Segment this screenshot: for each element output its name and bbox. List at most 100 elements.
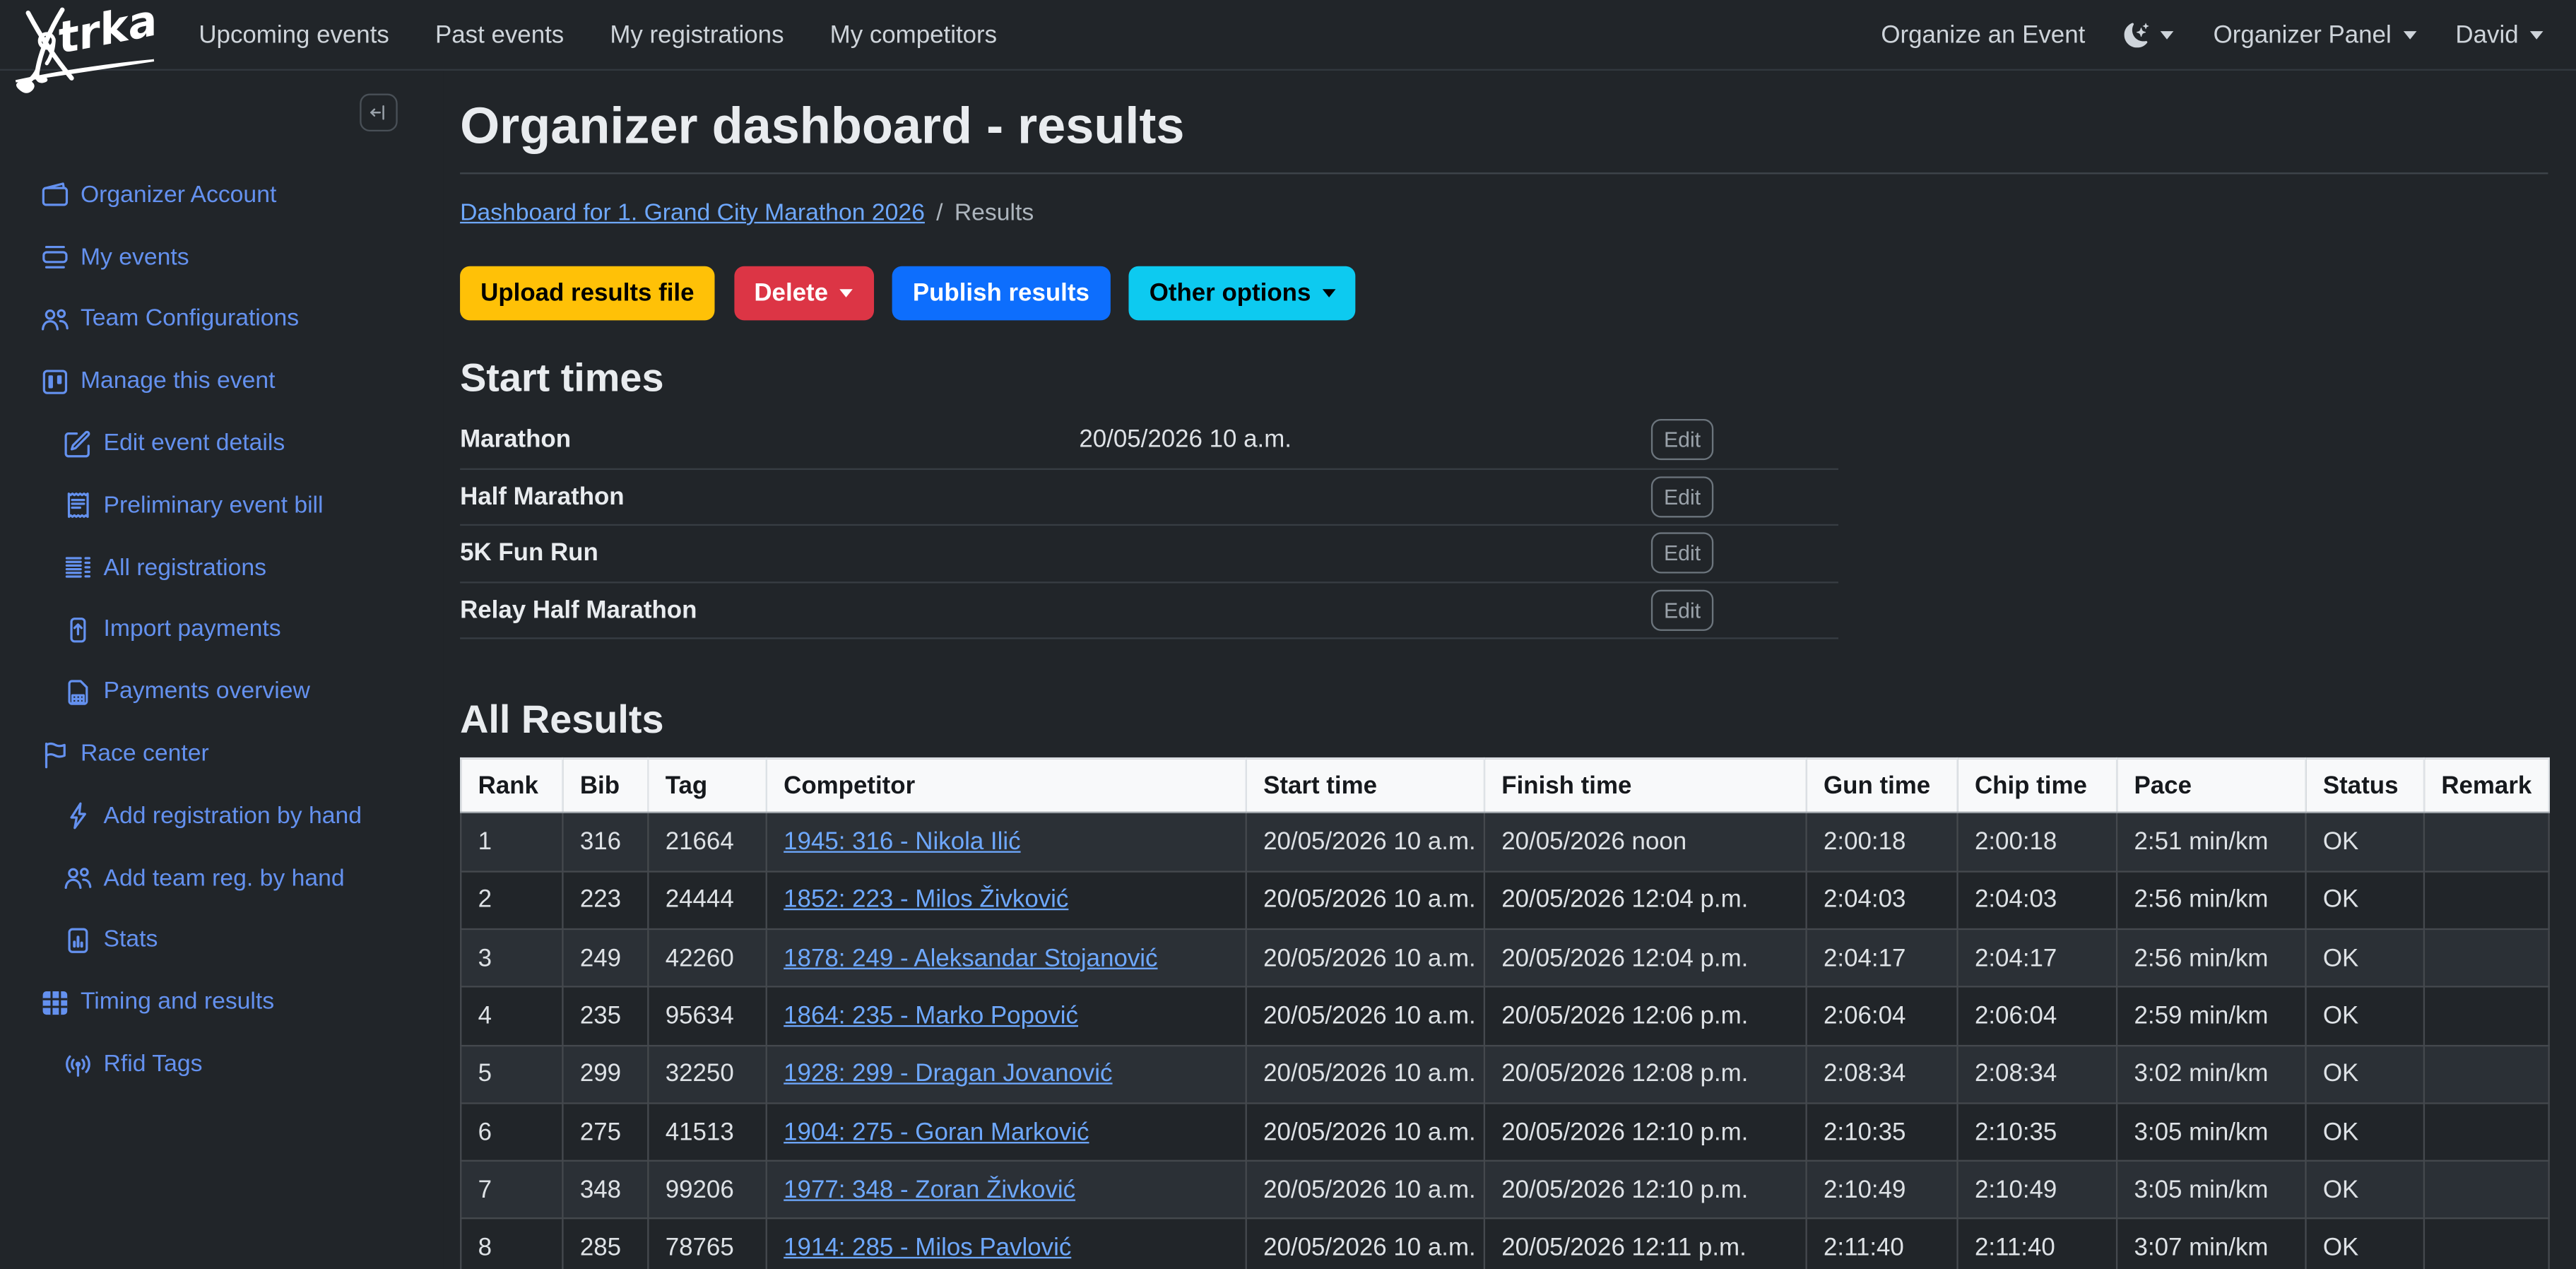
- sidebar-item-label: Preliminary event bill: [103, 492, 323, 519]
- cell-rank: 4: [461, 987, 562, 1045]
- sidebar-item-stats[interactable]: Stats: [0, 909, 444, 972]
- breadcrumb-dashboard-link[interactable]: Dashboard for 1. Grand City Marathon 202…: [460, 201, 925, 227]
- theme-dropdown[interactable]: [2125, 22, 2174, 47]
- cell-bib: 249: [562, 929, 648, 987]
- cell-remark: [2424, 813, 2549, 871]
- cell-remark: [2424, 1103, 2549, 1161]
- chevron-down-icon: [2161, 30, 2174, 39]
- col-header-status: Status: [2306, 759, 2424, 813]
- competitor-link[interactable]: 1914: 285 - Milos Pavlović: [784, 1234, 1071, 1262]
- cell-rank: 3: [461, 929, 562, 987]
- cell-gun-time: 2:04:17: [1807, 929, 1958, 987]
- nav-my-competitors[interactable]: My competitors: [830, 20, 997, 49]
- cell-finish-time: 20/05/2026 12:08 p.m.: [1484, 1045, 1807, 1103]
- sidebar-item-preliminary-event-bill[interactable]: Preliminary event bill: [0, 475, 444, 537]
- cell-tag: 21664: [648, 813, 766, 871]
- cell-tag: 78765: [648, 1219, 766, 1269]
- cell-tag: 24444: [648, 871, 766, 929]
- brand-logo[interactable]: trka: [4, 1, 175, 110]
- col-header-remark: Remark: [2424, 759, 2549, 813]
- upload-results-button[interactable]: Upload results file: [460, 266, 714, 321]
- sidebar-item-label: Stats: [103, 928, 158, 954]
- sidebar-item-payments-overview[interactable]: Payments overview: [0, 661, 444, 724]
- table-row: 3249422601878: 249 - Aleksandar Stojanov…: [461, 929, 2548, 987]
- sidebar-item-timing-and-results[interactable]: Timing and results: [0, 972, 444, 1034]
- table-row: 6275415131904: 275 - Goran Marković20/05…: [461, 1103, 2548, 1161]
- cell-chip-time: 2:04:03: [1958, 871, 2117, 929]
- lightning-icon: [64, 803, 93, 831]
- sidebar-item-manage-this-event[interactable]: Manage this event: [0, 350, 444, 413]
- organizer-panel-dropdown[interactable]: Organizer Panel: [2214, 20, 2416, 49]
- edit-button[interactable]: Edit: [1651, 476, 1713, 517]
- cell-pace: 2:56 min/km: [2117, 929, 2305, 987]
- competitor-link[interactable]: 1904: 275 - Goran Marković: [784, 1118, 1089, 1146]
- competitor-link[interactable]: 1864: 235 - Marko Popović: [784, 1002, 1078, 1030]
- flag-icon: [41, 740, 69, 769]
- cell-bib: 275: [562, 1103, 648, 1161]
- cell-gun-time: 2:10:35: [1807, 1103, 1958, 1161]
- cell-competitor: 1914: 285 - Milos Pavlović: [767, 1219, 1246, 1269]
- edit-button[interactable]: Edit: [1651, 590, 1713, 631]
- cell-gun-time: 2:11:40: [1807, 1219, 1958, 1269]
- cell-remark: [2424, 871, 2549, 929]
- competitor-link[interactable]: 1878: 249 - Aleksandar Stojanović: [784, 944, 1157, 972]
- sidebar-item-edit-event-details[interactable]: Edit event details: [0, 413, 444, 475]
- table-row: 7348992061977: 348 - Zoran Živković20/05…: [461, 1161, 2548, 1219]
- cell-rank: 6: [461, 1103, 562, 1161]
- nav-past-events[interactable]: Past events: [435, 20, 564, 49]
- sidebar-item-label: Add registration by hand: [103, 803, 362, 830]
- cell-gun-time: 2:08:34: [1807, 1045, 1958, 1103]
- organize-event-link[interactable]: Organize an Event: [1881, 20, 2085, 49]
- other-options-dropdown-button[interactable]: Other options: [1129, 266, 1357, 321]
- edit-button[interactable]: Edit: [1651, 533, 1713, 574]
- sidebar-item-my-events[interactable]: My events: [0, 226, 444, 288]
- chevron-down-icon: [1323, 289, 1336, 297]
- navbar-right: Organize an Event Organizer Panel David: [1881, 20, 2543, 49]
- sidebar-item-add-registration-by-hand[interactable]: Add registration by hand: [0, 785, 444, 847]
- delete-dropdown-button[interactable]: Delete: [733, 266, 873, 321]
- nav-my-registrations[interactable]: My registrations: [610, 20, 784, 49]
- cell-status: OK: [2306, 813, 2424, 871]
- cell-start-time: 20/05/2026 10 a.m.: [1246, 1103, 1484, 1161]
- cell-status: OK: [2306, 1045, 2424, 1103]
- sidebar-item-organizer-account[interactable]: Organizer Account: [0, 165, 444, 227]
- actions-toolbar: Upload results file Delete Publish resul…: [460, 266, 2548, 321]
- collapse-sidebar-button[interactable]: [360, 94, 397, 131]
- cell-pace: 3:02 min/km: [2117, 1045, 2305, 1103]
- edit-button[interactable]: Edit: [1651, 420, 1713, 461]
- sidebar-item-all-registrations[interactable]: All registrations: [0, 537, 444, 599]
- sidebar-item-import-payments[interactable]: Import payments: [0, 599, 444, 661]
- col-header-finish-time: Finish time: [1484, 759, 1807, 813]
- cell-finish-time: 20/05/2026 12:06 p.m.: [1484, 987, 1807, 1045]
- sidebar-item-race-center[interactable]: Race center: [0, 724, 444, 786]
- sidebar-item-team-configurations[interactable]: Team Configurations: [0, 288, 444, 350]
- cell-rank: 7: [461, 1161, 562, 1219]
- chevron-down-icon: [839, 289, 853, 297]
- competitor-link[interactable]: 1928: 299 - Dragan Jovanović: [784, 1060, 1112, 1088]
- sidebar-item-rfid-tags[interactable]: Rfid Tags: [0, 1034, 444, 1096]
- competitor-link[interactable]: 1945: 316 - Nikola Ilić: [784, 828, 1020, 856]
- cell-start-time: 20/05/2026 10 a.m.: [1246, 871, 1484, 929]
- cell-competitor: 1928: 299 - Dragan Jovanović: [767, 1045, 1246, 1103]
- cell-status: OK: [2306, 929, 2424, 987]
- start-times-list: Marathon 20/05/2026 10 a.m. Edit Half Ma…: [460, 413, 1838, 640]
- publish-results-button[interactable]: Publish results: [892, 266, 1110, 321]
- cell-finish-time: 20/05/2026 noon: [1484, 813, 1807, 871]
- cell-rank: 2: [461, 871, 562, 929]
- competitor-link[interactable]: 1977: 348 - Zoran Živković: [784, 1176, 1075, 1204]
- competitor-link[interactable]: 1852: 223 - Milos Živković: [784, 886, 1068, 914]
- title-divider: [460, 172, 2548, 174]
- col-header-pace: Pace: [2117, 759, 2305, 813]
- col-header-bib: Bib: [562, 759, 648, 813]
- cell-gun-time: 2:04:03: [1807, 871, 1958, 929]
- nav-upcoming-events[interactable]: Upcoming events: [199, 20, 389, 49]
- cell-chip-time: 2:00:18: [1958, 813, 2117, 871]
- sidebar-item-add-team-reg-by-hand[interactable]: Add team reg. by hand: [0, 847, 444, 909]
- cell-bib: 285: [562, 1219, 648, 1269]
- user-menu-dropdown[interactable]: David: [2455, 20, 2543, 49]
- cell-tag: 95634: [648, 987, 766, 1045]
- cell-pace: 3:05 min/km: [2117, 1161, 2305, 1219]
- cell-competitor: 1864: 235 - Marko Popović: [767, 987, 1246, 1045]
- svg-text:trka: trka: [53, 1, 161, 64]
- cell-pace: 2:51 min/km: [2117, 813, 2305, 871]
